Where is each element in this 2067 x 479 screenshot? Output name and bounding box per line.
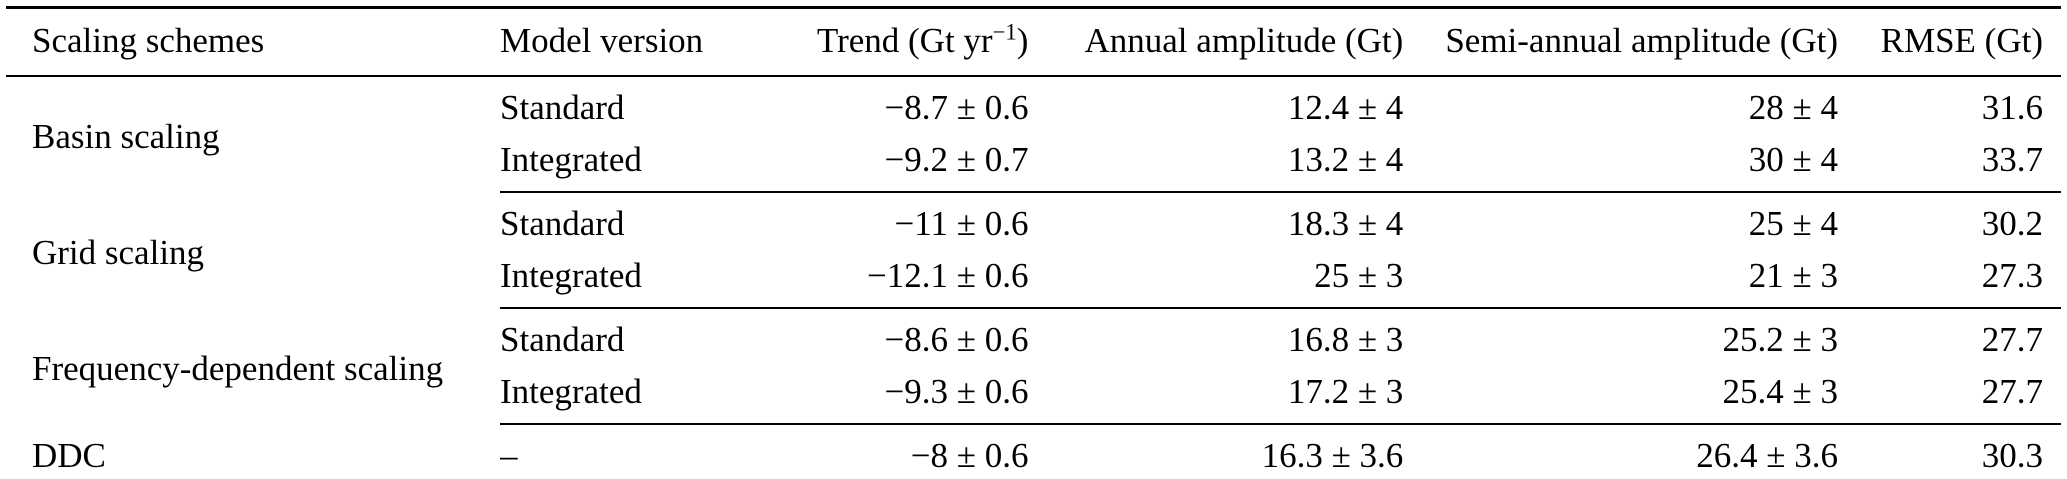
- model-version-cell: –: [500, 423, 760, 479]
- table-row-basin-standard: Basin scaling Standard −8.7 ± 0.6 12.4 ±…: [6, 76, 2061, 156]
- trend-value-cell: −9.2 ± 0.7: [884, 140, 1029, 179]
- annual-amplitude-cell: 16.3 ± 3.6: [1034, 423, 1410, 479]
- model-version-cell: Integrated: [500, 140, 642, 179]
- column-header-trend: Trend (Gt yr−1): [759, 7, 1035, 77]
- trend-value-cell: −8 ± 0.6: [759, 423, 1035, 479]
- trend-header-text: Trend (Gt yr: [816, 21, 993, 60]
- model-version-cell: Integrated: [500, 372, 642, 411]
- trend-value-cell: −8.6 ± 0.6: [759, 307, 1035, 366]
- semiannual-amplitude-cell: 21 ± 3: [1748, 256, 1839, 295]
- semiannual-amplitude-cell: 28 ± 4: [1748, 88, 1839, 127]
- column-header-annual-amplitude: Annual amplitude (Gt): [1034, 7, 1410, 77]
- model-version-cell: Integrated: [500, 256, 642, 295]
- column-header-model-version: Model version: [500, 7, 760, 77]
- trend-value-cell: −12.1 ± 0.6: [867, 256, 1029, 295]
- trend-header-exponent: −1: [992, 19, 1017, 45]
- column-header-rmse: RMSE (Gt): [1844, 7, 2061, 77]
- scheme-label-ddc: DDC: [32, 435, 106, 475]
- rmse-cell: 27.3: [1981, 256, 2043, 295]
- annual-amplitude-cell: 18.3 ± 4: [1034, 191, 1410, 250]
- model-version-cell: Standard: [500, 191, 760, 250]
- scheme-label-grid-scaling: Grid scaling: [32, 232, 205, 272]
- annual-amplitude-cell: 16.8 ± 3: [1034, 307, 1410, 366]
- table-body: Basin scaling Standard −8.7 ± 0.6 12.4 ±…: [6, 76, 2061, 479]
- header-row: Scaling schemes Model version Trend (Gt …: [6, 7, 2061, 77]
- rmse-cell: 30.2: [1844, 191, 2061, 250]
- trend-header-close-paren: ): [1016, 21, 1029, 60]
- model-version-cell: Standard: [500, 307, 760, 366]
- trend-value-cell: −9.3 ± 0.6: [884, 372, 1029, 411]
- scheme-label-frequency-dependent-scaling: Frequency-dependent scaling: [32, 348, 444, 388]
- table-row-ddc: DDC – −8 ± 0.6 16.3 ± 3.6 26.4 ± 3.6 30.…: [6, 423, 2061, 479]
- rmse-cell: 30.3: [1844, 423, 2061, 479]
- table-row-frequency-standard: Frequency-dependent scaling Standard −8.…: [6, 307, 2061, 388]
- rmse-cell: 27.7: [1981, 372, 2043, 411]
- semiannual-amplitude-cell: 25 ± 4: [1409, 191, 1845, 250]
- table-row-frequency-integrated: Integrated −9.3 ± 0.6 17.2 ± 3 25.4 ± 3 …: [6, 366, 2061, 424]
- trend-value-cell: −8.7 ± 0.6: [884, 88, 1029, 127]
- scheme-label-basin-scaling: Basin scaling: [32, 117, 220, 156]
- trend-value-cell: −11 ± 0.6: [759, 191, 1035, 250]
- column-header-scaling-schemes: Scaling schemes: [6, 7, 501, 77]
- rmse-cell: 27.7: [1844, 307, 2061, 366]
- table-header: Scaling schemes Model version Trend (Gt …: [6, 7, 2061, 77]
- annual-amplitude-cell: 13.2 ± 4: [1287, 140, 1404, 179]
- model-version-cell: Standard: [500, 88, 625, 127]
- rmse-cell: 33.7: [1981, 140, 2043, 179]
- semiannual-amplitude-cell: 25.2 ± 3: [1409, 307, 1845, 366]
- rmse-cell: 31.6: [1981, 88, 2043, 127]
- semiannual-amplitude-cell: 26.4 ± 3.6: [1409, 423, 1845, 479]
- column-header-semiannual-amplitude: Semi-annual amplitude (Gt): [1409, 7, 1845, 77]
- table-row-grid-integrated: Integrated −12.1 ± 0.6 25 ± 3 21 ± 3 27.…: [6, 250, 2061, 308]
- annual-amplitude-cell: 25 ± 3: [1314, 256, 1404, 295]
- semiannual-amplitude-cell: 30 ± 4: [1748, 140, 1839, 179]
- annual-amplitude-cell: 17.2 ± 3: [1287, 372, 1404, 411]
- table-row-grid-standard: Grid scaling Standard −11 ± 0.6 18.3 ± 4…: [6, 191, 2061, 272]
- annual-amplitude-cell: 12.4 ± 4: [1287, 88, 1404, 127]
- table-row-basin-integrated: Integrated −9.2 ± 0.7 13.2 ± 4 30 ± 4 33…: [6, 134, 2061, 192]
- semiannual-amplitude-cell: 25.4 ± 3: [1722, 372, 1839, 411]
- scaling-schemes-table: Scaling schemes Model version Trend (Gt …: [6, 6, 2061, 479]
